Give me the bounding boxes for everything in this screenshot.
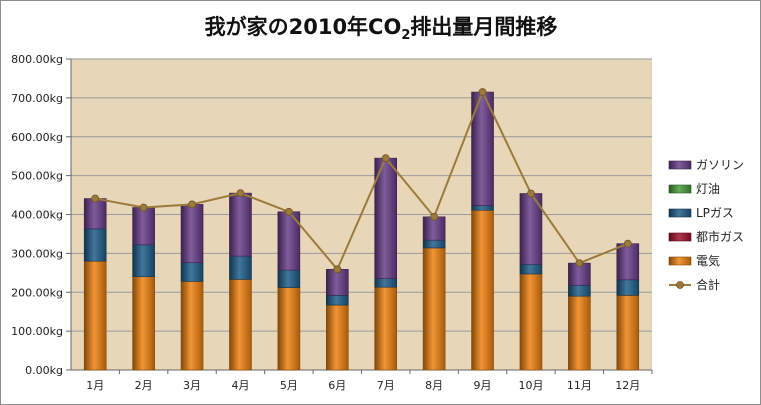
bar-segment [229, 255, 252, 280]
bar-segment [374, 286, 398, 371]
chart-title-prefix: 我が家の2010年CO [205, 15, 402, 39]
bar-segment [519, 263, 543, 275]
bar-segment [83, 198, 107, 230]
legend-label: 電気 [696, 253, 720, 268]
x-tick-label: 11月 [567, 379, 592, 392]
x-tick-label: 1月 [86, 379, 104, 392]
x-tick-label: 12月 [615, 379, 640, 392]
bar-segment [132, 207, 155, 246]
bar-segment [325, 295, 349, 306]
legend-label: LPガス [696, 206, 734, 220]
bar-segment [229, 192, 252, 257]
bar-segment [325, 304, 349, 371]
total-point [575, 259, 584, 267]
total-line [95, 89, 629, 272]
bar-segment [422, 239, 446, 249]
y-tick-label: 800.00kg [11, 53, 63, 66]
legend-swatch [668, 232, 692, 242]
legend-label: 合計 [696, 277, 720, 292]
total-point [139, 203, 148, 212]
bar-segment [568, 284, 591, 297]
legend-marker [676, 281, 684, 289]
legend-swatch [668, 184, 692, 194]
bar-segment [132, 276, 155, 371]
bar-segment [180, 262, 204, 282]
x-tick-label: 5月 [280, 379, 298, 392]
total-point [91, 194, 100, 203]
bar-segment [83, 228, 107, 262]
total-point [478, 88, 487, 96]
total-point [430, 212, 439, 221]
bar-segment [616, 243, 640, 281]
x-tick-label: 6月 [328, 379, 346, 392]
bar-segment [325, 269, 349, 296]
x-tick-label: 4月 [231, 379, 249, 392]
x-tick-label: 7月 [377, 379, 395, 392]
bar-segment [519, 273, 543, 371]
y-tick-label: 600.00kg [11, 131, 63, 144]
bar-segment [132, 244, 155, 277]
bar-segment [374, 278, 398, 288]
total-point [333, 265, 342, 274]
total-point [623, 239, 632, 248]
total-point [527, 189, 535, 198]
y-tick-label: 500.00kg [11, 170, 63, 183]
total-point [284, 207, 293, 216]
y-tick-label: 700.00kg [11, 92, 63, 105]
y-tick-label: 100.00kg [11, 325, 63, 338]
y-tick-label: 300.00kg [11, 247, 63, 260]
bar-segment [616, 279, 640, 296]
legend-label: 灯油 [696, 182, 720, 196]
chart-title-suffix: 排出量月間推移 [410, 15, 557, 39]
x-tick-label: 9月 [474, 379, 492, 392]
bar-segment [568, 295, 591, 371]
legend-swatch [668, 208, 692, 218]
legend-swatch [668, 160, 692, 170]
bar-segment [83, 260, 107, 371]
bar-segment [616, 295, 640, 371]
x-tick-label: 10月 [518, 379, 543, 392]
chart-title: 我が家の2010年CO2排出量月間推移 [205, 15, 558, 43]
plot-area: 0.00kg 100.00kg 200.00kg 300.00kg 400.00kg 50… [11, 53, 653, 392]
y-tick-label: 200.00kg [11, 286, 63, 299]
bar-segment [277, 269, 301, 288]
bar-segment [471, 205, 494, 211]
bar-segment [229, 279, 252, 371]
total-point [381, 154, 390, 163]
bar-segment [180, 204, 204, 264]
total-point [188, 200, 196, 209]
bar-segment [180, 281, 204, 371]
y-tick-label: 400.00kg [11, 209, 63, 222]
bar-segment [277, 287, 301, 371]
bar-segment [422, 247, 446, 371]
bar-segment [471, 209, 494, 371]
x-tick-label: 3月 [183, 379, 201, 392]
chart-title-subscript: 2 [401, 28, 410, 43]
legend-label: 都市ガス [696, 229, 744, 244]
y-tick-label: 0.00kg [25, 364, 63, 377]
x-tick-label: 8月 [425, 379, 443, 392]
legend-label: ガソリン [696, 158, 744, 172]
total-point [236, 189, 245, 198]
x-tick-label: 2月 [135, 379, 153, 392]
legend-swatch [668, 256, 692, 266]
